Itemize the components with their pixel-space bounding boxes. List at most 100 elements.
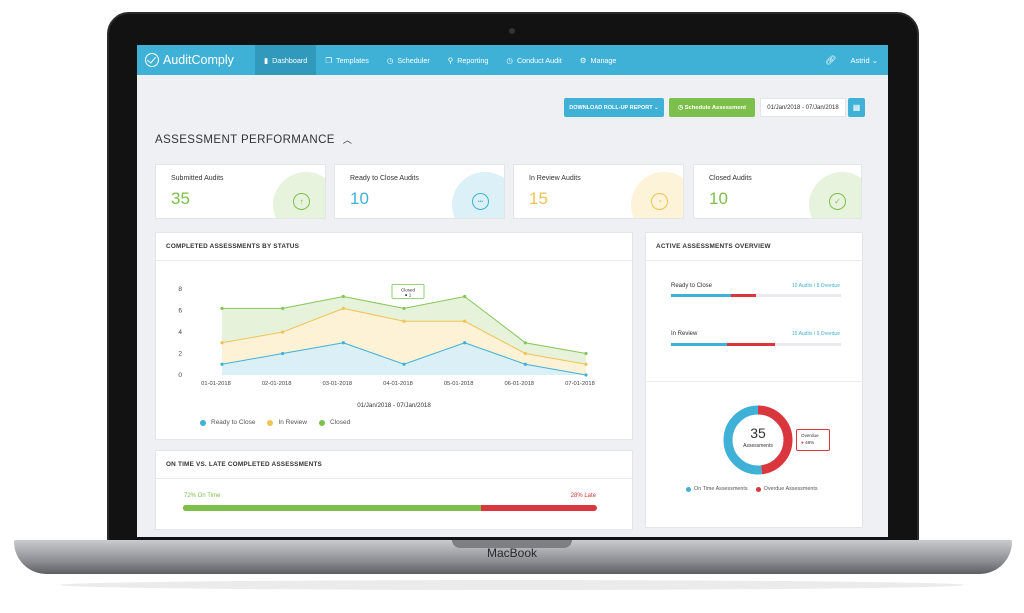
point-closed — [341, 294, 345, 299]
audits-count: 10 Audits — [791, 283, 813, 289]
tooltip-title: Closed — [401, 287, 416, 292]
ontime-bar-fill — [183, 505, 482, 511]
row-stats-ready-to-close[interactable]: 10 Audits / 8 Overdue — [791, 283, 840, 289]
tooltip-value: ● 1 — [405, 292, 412, 297]
row-label-ready-to-close: Ready to Close — [671, 283, 713, 289]
card-label: In Review Audits — [529, 175, 581, 182]
link-icon[interactable]: 🔗︎ — [825, 54, 837, 65]
legend-label: Overdue Assessments — [763, 486, 818, 492]
point-closed — [463, 294, 467, 299]
y-tick-label: 4 — [178, 329, 182, 336]
nav-dashboard[interactable]: ▮ Dashboard — [255, 45, 317, 75]
panel-title: COMPLETED ASSESSMENTS BY STATUS — [156, 233, 632, 261]
nav-conduct-audit[interactable]: ◷ Conduct Audit — [497, 45, 570, 75]
section-title-text: ASSESSMENT PERFORMANCE — [155, 133, 335, 146]
y-tick-label: 0 — [178, 372, 182, 379]
x-tick-label: 05-01-2018 — [444, 381, 474, 387]
legend-item-closed[interactable]: Closed — [319, 419, 350, 426]
point-in-review — [220, 341, 224, 345]
webcam — [509, 28, 515, 34]
clock-icon: ◷ — [386, 55, 394, 65]
point-ready-to-close — [402, 362, 406, 366]
nav-reporting[interactable]: ⚲ Reporting — [439, 45, 498, 75]
clock-icon: ◷ — [678, 104, 685, 111]
audits-count: 15 Audits — [791, 331, 813, 337]
donut-legend: On Time Assessments Overdue Assessments — [686, 486, 830, 492]
user-name: Astrid — [850, 55, 870, 65]
bar-chart-icon: ▮ — [264, 55, 269, 65]
point-closed — [584, 351, 588, 356]
chevron-down-icon: ⌄ — [871, 55, 878, 65]
point-in-review — [341, 306, 345, 310]
panel-title: ACTIVE ASSESSMENTS OVERVIEW — [646, 233, 862, 261]
legend-item-ontime[interactable]: On Time Assessments — [686, 486, 748, 492]
stat-card-ready-to-close[interactable]: Ready to Close Audits 10 ••• — [334, 164, 505, 219]
card-label: Ready to Close Audits — [350, 175, 419, 182]
legend-item-in-review[interactable]: In Review — [267, 419, 307, 426]
row-bar-ready-to-close — [671, 294, 841, 297]
schedule-assessment-button[interactable]: ◷ Schedule Assessment — [669, 98, 755, 117]
legend-label: On Time Assessments — [694, 486, 748, 492]
chevron-down-icon: ⌄ — [654, 104, 659, 111]
download-report-label: DOWNLOAD ROLL-UP REPORT — [569, 104, 653, 111]
nav-manage[interactable]: ⚙ Manage — [571, 45, 626, 75]
timer-icon: ◔ — [651, 193, 668, 210]
x-tick-label: 06-01-2018 — [505, 381, 535, 387]
date-range-input[interactable]: 01/Jan/2018 - 07/Jan/2018 — [760, 98, 846, 117]
row-stats-in-review[interactable]: 15 Audits / 9 Overdue — [791, 331, 840, 337]
point-in-review — [584, 362, 588, 366]
search-icon: ⚲ — [447, 55, 454, 65]
ontime-segment — [671, 343, 728, 346]
y-tick-label: 2 — [178, 351, 182, 358]
section-title[interactable]: ASSESSMENT PERFORMANCE ︿ — [155, 133, 352, 146]
nav-label: Scheduler — [397, 55, 430, 65]
stat-card-closed[interactable]: Closed Audits 10 ✓ — [693, 164, 862, 219]
overdue-segment — [730, 294, 756, 297]
more-circle-icon: ••• — [472, 193, 489, 210]
nav-right: 🔗︎ Astrid ⌄ — [825, 55, 888, 66]
nav-label: Dashboard — [272, 55, 308, 65]
card-value: 10 — [709, 189, 728, 208]
app-logo[interactable]: AuditComply — [137, 53, 255, 67]
donut-total: 35 — [750, 425, 766, 441]
check-circle-icon: ✓ — [829, 193, 846, 210]
legend-dot — [267, 419, 274, 426]
device-label: MacBook — [486, 546, 538, 560]
legend-dot — [755, 486, 761, 492]
donut-slice-ontime[interactable] — [723, 405, 793, 475]
calendar-icon: ▦ — [852, 103, 861, 112]
ontime-late-bar — [183, 505, 597, 511]
check-circle-logo-icon — [145, 53, 159, 67]
stat-card-in-review[interactable]: In Review Audits 15 ◔ — [513, 164, 684, 219]
nav-label: Reporting — [457, 55, 489, 65]
nav-label: Manage — [590, 55, 617, 65]
row-bar-in-review — [671, 343, 841, 346]
divider — [646, 381, 862, 382]
download-report-button[interactable]: DOWNLOAD ROLL-UP REPORT ⌄ — [564, 98, 664, 117]
completed-assessments-chart: 0 2 4 6 8 01-01-2018 02-01-2018 03-01-2018 04-01… — [178, 283, 595, 409]
calendar-button[interactable]: ▦ — [848, 98, 865, 117]
stat-card-submitted[interactable]: Submitted Audits 35 ↑ — [155, 164, 326, 219]
assessments-donut — [723, 405, 793, 475]
arrow-up-circle-icon: ↑ — [293, 193, 310, 210]
donut-tooltip: Overdue ● 48% — [796, 429, 830, 451]
nav-templates[interactable]: ❐ Templates — [316, 45, 378, 75]
nav-scheduler[interactable]: ◷ Scheduler — [378, 45, 439, 75]
laptop-shadow — [60, 580, 964, 590]
chart-legend: Ready to Close In Review Closed — [200, 419, 362, 426]
point-in-review — [523, 351, 527, 356]
area-ready-to-close — [222, 342, 586, 375]
point-closed — [220, 306, 224, 310]
point-ready-to-close — [220, 362, 224, 366]
point-closed — [281, 306, 285, 310]
legend-item-overdue[interactable]: Overdue Assessments — [755, 486, 818, 492]
card-value: 35 — [171, 189, 190, 208]
logo-text: AuditComply — [163, 53, 234, 67]
legend-dot — [686, 486, 691, 492]
user-menu[interactable]: Astrid ⌄ — [850, 56, 878, 65]
nav-label: Templates — [336, 55, 369, 65]
x-tick-label: 02-01-2018 — [262, 381, 292, 387]
row-label-in-review: In Review — [671, 331, 698, 337]
tooltip-dot: ● — [801, 440, 804, 445]
legend-item-ready-to-close[interactable]: Ready to Close — [200, 419, 255, 426]
